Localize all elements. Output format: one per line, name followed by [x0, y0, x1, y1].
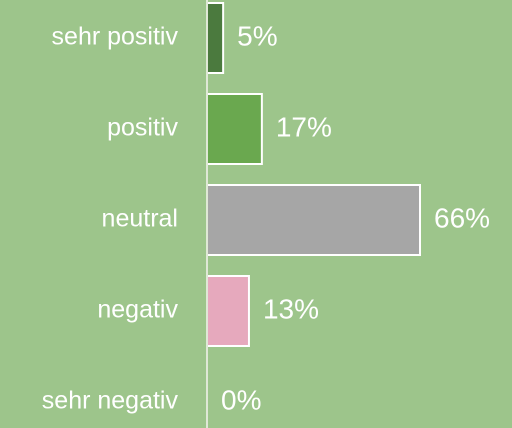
bar — [206, 184, 421, 256]
category-label: sehr positiv — [52, 23, 179, 51]
bar — [206, 93, 263, 165]
value-label: 17% — [276, 111, 332, 142]
bar — [206, 2, 225, 74]
bar — [206, 275, 250, 347]
category-label: positiv — [107, 114, 178, 142]
category-label: negativ — [97, 296, 178, 324]
value-label: 66% — [434, 202, 490, 233]
category-label: neutral — [102, 205, 178, 233]
value-label: 5% — [237, 20, 277, 51]
value-label: 13% — [263, 293, 319, 324]
category-label: sehr negativ — [42, 387, 179, 415]
value-label: 0% — [221, 384, 261, 415]
